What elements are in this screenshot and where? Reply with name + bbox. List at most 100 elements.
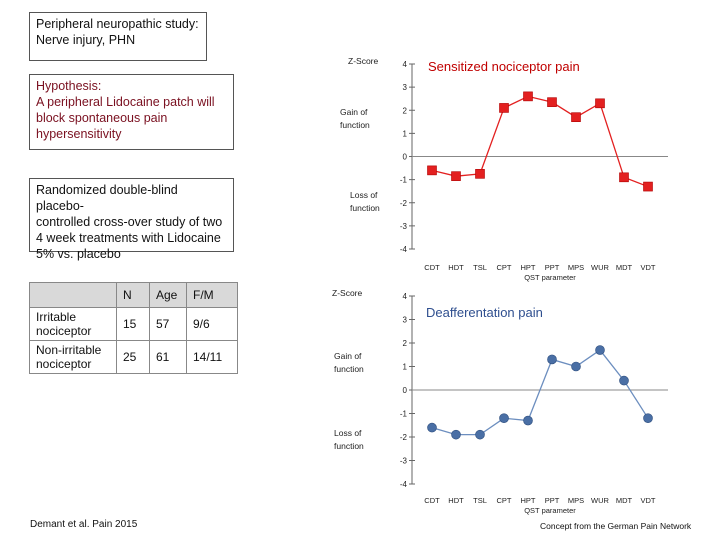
design-line3: 4 week treatments with Lidocaine [36,231,221,245]
study-title-box: Peripheral neuropathic study: Nerve inju… [29,12,207,61]
chart-title: Sensitized nociceptor pain [428,59,580,74]
x-tick-label: MPS [568,496,584,505]
y-tick-label: -4 [400,480,408,489]
y-tick-label: -1 [400,410,408,419]
x-tick-label: WUR [591,496,609,505]
gain-of-function-label: Gain of [340,107,368,117]
hypothesis-line2: A peripheral Lidocaine patch will [36,95,215,109]
data-point [475,169,485,179]
hypothesis-line4: hypersensitivity [36,127,122,141]
x-tick-label: CDT [424,263,440,272]
x-tick-label: CDT [424,496,440,505]
x-tick-label: MPS [568,263,584,272]
table-header-cell: F/M [186,282,238,308]
table-row-label: Non-irritable nociceptor [29,340,117,374]
x-tick-label: MDT [616,496,633,505]
data-point [619,172,629,183]
x-tick-label: VDT [641,263,656,272]
data-point [643,413,653,424]
data-point [595,345,605,355]
design-line4: 5% vs. placebo [36,247,121,261]
table-cell-age: 57 [149,307,187,341]
data-point [571,112,581,122]
gain-of-function-label: function [340,120,370,130]
data-point [499,413,509,424]
data-point [571,361,581,372]
x-tick-label: VDT [641,496,656,505]
y-axis-label: Z-Score [348,56,379,66]
y-tick-label: 2 [403,106,408,115]
data-point [643,181,653,192]
row-label-line2: nociceptor [36,324,92,338]
data-point [595,98,605,109]
x-tick-label: CPT [497,496,512,505]
table-header-cell [29,282,117,308]
data-point [619,375,629,386]
x-axis-label: QST parameter [524,273,576,282]
chart-title: Deafferentation pain [426,305,543,320]
table-cell-age: 61 [149,340,187,374]
table-header-cell: Age [149,282,187,308]
y-tick-label: 0 [403,153,408,162]
x-tick-label: PPT [545,263,560,272]
y-tick-label: 0 [403,386,408,395]
design-line1: Randomized double-blind placebo- [36,183,178,213]
loss-of-function-label: function [350,203,380,213]
table-header-row: N Age F/M [29,282,238,308]
row-label-line1: Irritable [36,310,77,324]
hypothesis-line3: block spontaneous pain [36,111,168,125]
data-point [451,429,461,440]
data-point [547,354,557,365]
data-point [427,422,437,433]
table-row: Non-irritable nociceptor 25 61 14/11 [29,340,238,374]
loss-of-function-label: function [334,441,364,451]
hypothesis-box: Hypothesis: A peripheral Lidocaine patch… [29,74,234,150]
data-point [547,97,557,107]
x-tick-label: TSL [473,263,487,272]
cohort-table: N Age F/M Irritable nociceptor 15 57 9/6… [29,282,238,374]
x-tick-label: MDT [616,263,633,272]
table-row-label: Irritable nociceptor [29,307,117,341]
y-axis-label: Z-Score [332,288,363,298]
y-tick-label: 1 [403,363,408,372]
data-point [499,103,509,113]
table-cell-fm: 9/6 [186,307,238,341]
y-tick-label: -1 [400,176,408,185]
series-line [431,95,649,188]
x-tick-label: TSL [473,496,487,505]
x-tick-label: HDT [448,496,464,505]
citation: Demant et al. Pain 2015 [30,519,138,530]
study-title-line2: Nerve injury, PHN [36,33,136,47]
y-tick-label: 1 [403,129,408,138]
x-axis-label: QST parameter [524,506,576,515]
y-tick-label: -2 [400,199,408,208]
y-tick-label: -3 [400,457,408,466]
data-point [475,429,485,440]
data-point [523,415,533,426]
x-tick-label: HPT [521,263,536,272]
x-tick-label: CPT [497,263,512,272]
loss-of-function-label: Loss of [334,428,362,438]
y-tick-label: 2 [403,339,408,348]
credit-note: Concept from the German Pain Network [540,521,692,531]
gain-of-function-label: function [334,364,364,374]
x-tick-label: HPT [521,496,536,505]
table-cell-fm: 14/11 [186,340,238,374]
study-title-line1: Peripheral neuropathic study: [36,17,199,31]
y-tick-label: -2 [400,433,408,442]
hypothesis-line1: Hypothesis: [36,79,102,93]
y-tick-label: 3 [403,316,408,325]
row-label-line1: Non-irritable [36,343,102,357]
gain-of-function-label: Gain of [334,351,362,361]
y-tick-label: 4 [403,292,408,301]
y-tick-label: -3 [400,222,408,231]
table-row: Irritable nociceptor 15 57 9/6 [29,307,238,341]
data-point [451,171,461,181]
y-tick-label: 3 [403,83,408,92]
y-tick-label: 4 [403,60,408,69]
x-tick-label: HDT [448,263,464,272]
series-line [431,349,649,436]
row-label-line2: nociceptor [36,357,92,371]
x-tick-label: WUR [591,263,609,272]
